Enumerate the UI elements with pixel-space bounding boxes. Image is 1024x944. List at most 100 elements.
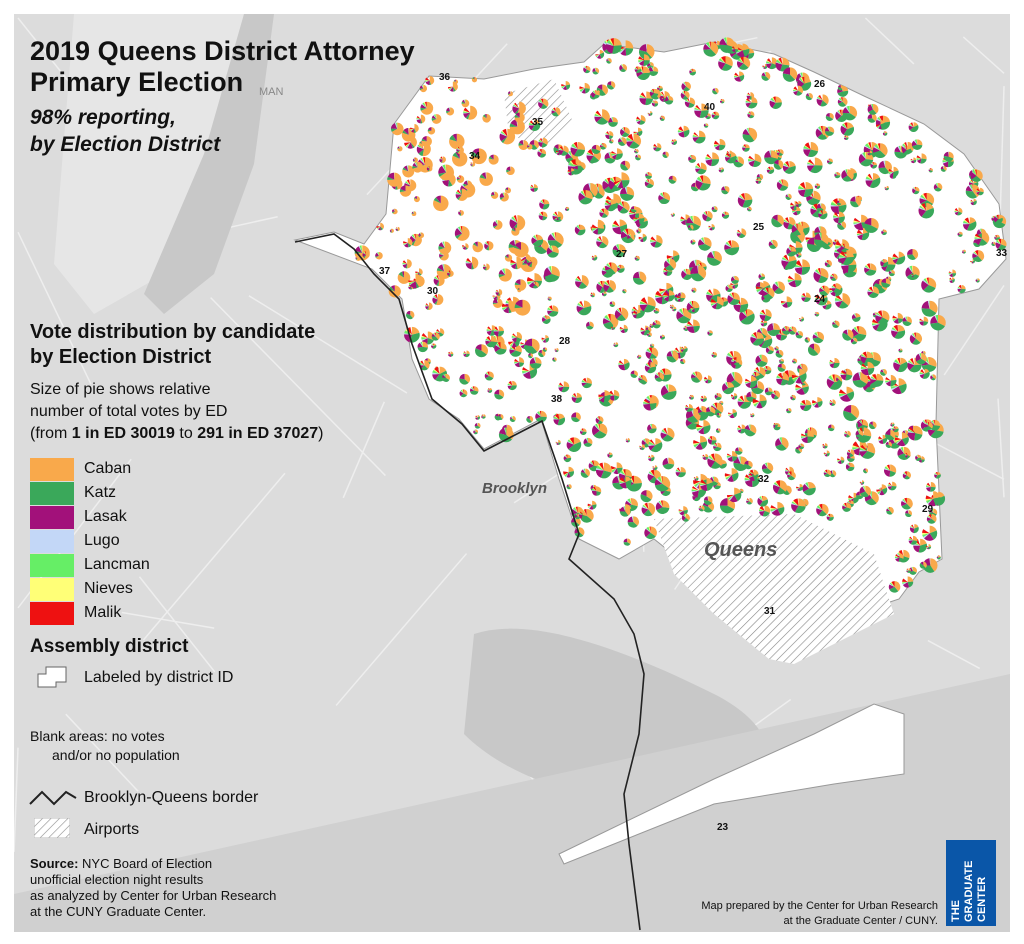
pie-slice: [592, 91, 596, 95]
pie-slice: [410, 128, 415, 131]
pie-slice: [448, 86, 453, 90]
pie-slice: [541, 410, 547, 417]
pie-slice: [583, 67, 587, 73]
pie-slice: [547, 234, 556, 241]
pie-slice: [720, 57, 726, 64]
pie-slice: [541, 338, 546, 342]
pie-slice: [892, 427, 896, 430]
pie-slice: [827, 514, 831, 518]
pie-slice: [452, 81, 458, 91]
pie-slice: [711, 353, 715, 355]
pie-slice: [583, 66, 587, 70]
pie-slice: [463, 111, 471, 113]
pie-slice: [558, 386, 564, 392]
pie-slice: [825, 303, 832, 310]
pie-slice: [847, 329, 854, 339]
pie-slice: [554, 349, 557, 351]
pie-slice: [736, 50, 745, 58]
pie-slice: [705, 159, 713, 161]
pie-slice: [617, 268, 625, 273]
pie-slice: [680, 219, 686, 225]
pie-slice: [772, 283, 779, 292]
pie-slice: [376, 226, 381, 229]
pie-slice: [746, 391, 752, 398]
pie-slice: [683, 327, 687, 329]
pie-slice: [762, 65, 765, 67]
pie-slice: [591, 91, 596, 98]
pie-slice: [732, 450, 738, 457]
pie-slice: [594, 90, 596, 95]
pie-slice: [823, 453, 827, 455]
pie-slice: [892, 422, 895, 425]
pie-slice: [406, 310, 411, 315]
pie-slice: [828, 424, 832, 428]
pie-slice: [581, 428, 584, 432]
pie-slice: [634, 149, 637, 152]
pie-slice: [512, 416, 516, 421]
pie-slice: [904, 471, 907, 476]
pie-slice: [568, 151, 572, 158]
pie-slice: [657, 143, 662, 149]
pie-slice: [442, 264, 445, 272]
pie-slice: [935, 183, 939, 188]
pie-slice: [585, 69, 591, 74]
pie-slice: [898, 383, 907, 394]
pie-slice: [568, 438, 574, 445]
pie-slice: [799, 319, 802, 322]
pie-slice: [684, 101, 690, 108]
pie-slice: [596, 183, 598, 189]
street-line: [999, 86, 1005, 215]
pie-slice: [747, 207, 750, 210]
map[interactable]: 2019 Queens District Attorney Primary El…: [14, 14, 1010, 932]
pie-slice: [431, 344, 434, 347]
pie-slice: [822, 94, 829, 105]
pie-slice: [788, 280, 795, 284]
pie-slice: [826, 452, 830, 457]
pie-slice: [833, 240, 837, 243]
pie-slice: [676, 467, 681, 473]
pie-slice: [873, 352, 881, 362]
pie-slice: [680, 467, 686, 473]
pie-slice: [408, 284, 411, 287]
pie-slice: [719, 401, 722, 404]
pie-slice: [609, 390, 615, 396]
pie-slice: [712, 115, 720, 120]
pie-slice: [807, 482, 810, 489]
pie-slice: [721, 101, 725, 104]
pie-slice: [919, 371, 925, 374]
pie-slice: [900, 145, 901, 153]
pie-slice: [713, 140, 720, 145]
pie-slice: [481, 344, 488, 355]
pie-slice: [643, 509, 653, 517]
pie-slice: [719, 505, 735, 514]
pie-slice: [723, 297, 729, 302]
pie-slice: [795, 334, 803, 339]
pie-slice: [646, 172, 649, 176]
pie-slice: [959, 231, 961, 235]
pie-slice: [676, 468, 681, 473]
pie-slice: [775, 334, 782, 341]
pie-slice: [962, 250, 964, 252]
pie-slice: [727, 241, 732, 248]
pie-slice: [503, 306, 509, 314]
pie-slice: [903, 549, 910, 559]
pie-slice: [706, 154, 713, 160]
pie-slice: [760, 322, 764, 324]
pie-slice: [651, 358, 653, 364]
pie-slice: [711, 251, 715, 259]
pie-slice: [826, 450, 830, 454]
pie-slice: [471, 77, 478, 83]
pie-slice: [934, 419, 941, 427]
pie-slice: [837, 84, 841, 88]
pie-slice: [558, 386, 564, 388]
pie-slice: [854, 313, 857, 318]
pie-slice: [864, 151, 867, 160]
pie-slice: [648, 502, 656, 515]
pie-slice: [724, 243, 732, 248]
pie-slice: [872, 323, 880, 327]
pie-slice: [449, 86, 453, 91]
pie-slice: [683, 506, 688, 511]
pie-slice: [792, 360, 795, 363]
pie-slice: [897, 312, 904, 319]
pie-slice: [919, 198, 927, 204]
